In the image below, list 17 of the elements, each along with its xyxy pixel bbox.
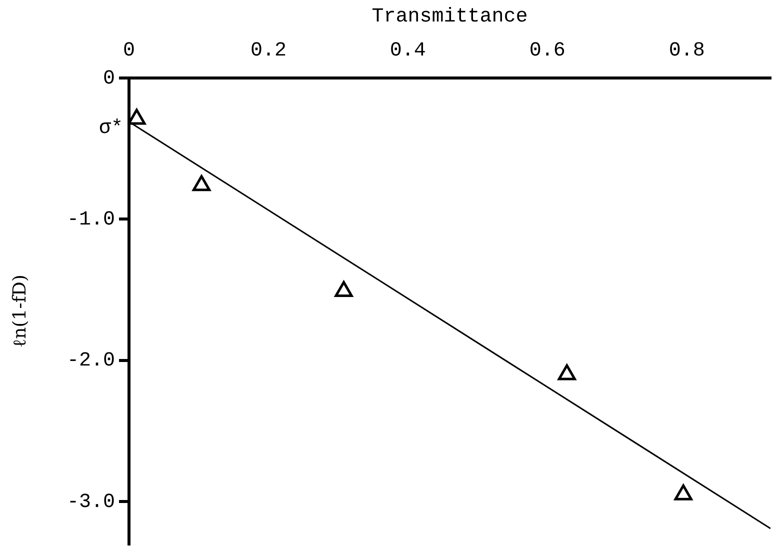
annotation: σ* — [98, 116, 123, 140]
x-axis-title: Transmittance — [372, 5, 528, 28]
point — [558, 364, 576, 380]
y-tick-label: -1.0 — [66, 208, 115, 232]
y-tick-label: -3.0 — [66, 490, 115, 514]
x-tick-label: 0.8 — [668, 39, 705, 62]
point — [192, 175, 211, 192]
point — [334, 280, 353, 297]
x-tick-label: 0.6 — [529, 39, 566, 62]
y-tick-label: -2.0 — [66, 350, 115, 373]
x-tick-label: 0.4 — [390, 39, 426, 62]
point — [674, 484, 692, 500]
x-tick-label: 0.2 — [250, 39, 286, 62]
point — [129, 108, 146, 125]
x-tick-label: 0 — [122, 39, 136, 62]
y-axis-title: ℓn(1-fD) — [9, 274, 30, 348]
y-tick-label: 0 — [102, 67, 115, 90]
